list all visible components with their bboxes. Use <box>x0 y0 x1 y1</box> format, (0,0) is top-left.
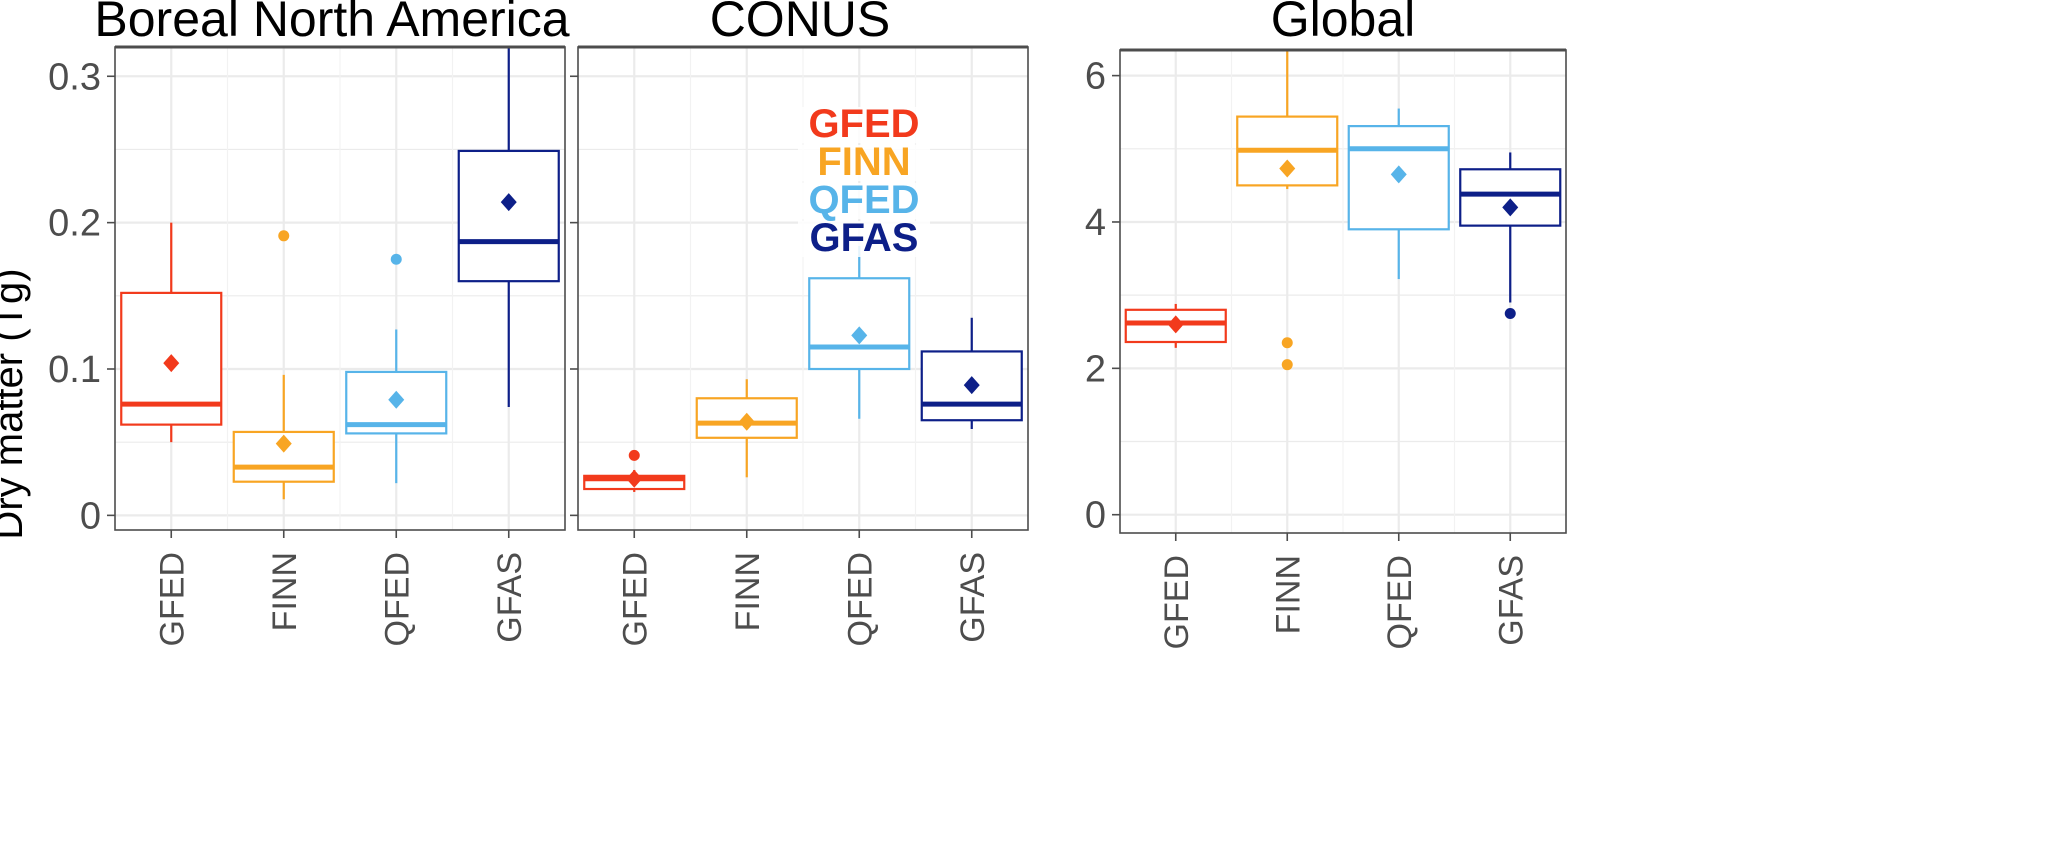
box-finn <box>1236 50 1339 371</box>
box-gfed <box>583 449 686 492</box>
box-qfed <box>808 246 911 419</box>
box-finn <box>232 230 335 500</box>
x-tick-label-finn: FINN <box>266 552 304 631</box>
panel-title: Global <box>1271 0 1416 47</box>
box-gfas <box>457 47 560 408</box>
panel-title: Boreal North America <box>94 0 569 47</box>
x-tick-label-gfas: GFAS <box>1492 555 1530 646</box>
box-iqr <box>1459 168 1562 227</box>
mean-marker <box>738 412 755 431</box>
y-tick-label: 4 <box>1085 202 1106 244</box>
mean-marker <box>388 390 405 409</box>
y-tick-label: 0.2 <box>48 203 101 245</box>
legend-entry-finn: FINN <box>817 140 910 184</box>
box-qfed <box>345 253 448 484</box>
y-tick-label: 0 <box>1085 495 1106 537</box>
outlier-point <box>278 230 290 242</box>
box-gfas <box>920 317 1023 430</box>
panel-boreal-north-america: Boreal North America 0 0.1 0.2 0.3 GFED FINN QF… <box>48 0 570 646</box>
panel-global: Global 0 2 4 6 GFED FINN QFED GFAS <box>1085 0 1567 649</box>
y-tick-label: 2 <box>1085 348 1106 390</box>
mean-marker <box>1167 315 1184 334</box>
mean-marker <box>963 376 980 395</box>
mean-marker <box>163 354 180 373</box>
legend-backdrop <box>798 145 930 181</box>
legend-backdrop <box>798 221 930 257</box>
x-tick-label-gfas: GFAS <box>491 552 529 643</box>
y-tick-label: 0 <box>80 495 101 537</box>
outlier-point <box>628 449 640 461</box>
x-tick-label-qfed: QFED <box>378 552 416 646</box>
y-tick-label: 0.1 <box>48 349 101 391</box>
box-iqr <box>808 277 911 371</box>
legend-backdrop <box>798 183 930 219</box>
legend-backdrop <box>798 107 930 143</box>
mean-marker <box>851 326 868 345</box>
box-gfas <box>1459 152 1562 319</box>
mean-marker <box>500 193 517 212</box>
mean-marker <box>626 469 643 488</box>
panel-title: CONUS <box>710 0 891 47</box>
mean-marker <box>275 434 292 453</box>
mean-marker <box>1279 159 1296 178</box>
box-gfed <box>120 222 223 443</box>
x-tick-label-qfed: QFED <box>1381 555 1419 649</box>
box-qfed <box>1347 108 1450 280</box>
mean-marker <box>1390 165 1407 184</box>
x-tick-label-finn: FINN <box>729 552 767 631</box>
box-gfed <box>1124 303 1227 348</box>
box-iqr <box>457 149 560 283</box>
outlier-point <box>1504 307 1516 319</box>
y-tick-label: 0.3 <box>48 56 101 98</box>
x-tick-label-gfed: GFED <box>1158 555 1196 649</box>
x-tick-label-gfas: GFAS <box>954 552 992 643</box>
outlier-point <box>1281 337 1293 349</box>
legend-entry-gfas: GFAS <box>810 216 919 260</box>
box-finn <box>695 379 798 478</box>
mean-marker <box>1502 198 1519 217</box>
outlier-point <box>1281 359 1293 371</box>
y-tick-label: 6 <box>1085 56 1106 98</box>
x-tick-label-finn: FINN <box>1269 555 1307 634</box>
legend-entry-gfed: GFED <box>808 102 919 146</box>
x-tick-label-gfed: GFED <box>153 552 191 646</box>
x-tick-label-gfed: GFED <box>616 552 654 646</box>
y-axis-label: Dry matter (Tg) <box>0 268 31 539</box>
x-tick-label-qfed: QFED <box>841 552 879 646</box>
outlier-point <box>390 253 402 265</box>
legend-entry-qfed: QFED <box>808 178 919 222</box>
